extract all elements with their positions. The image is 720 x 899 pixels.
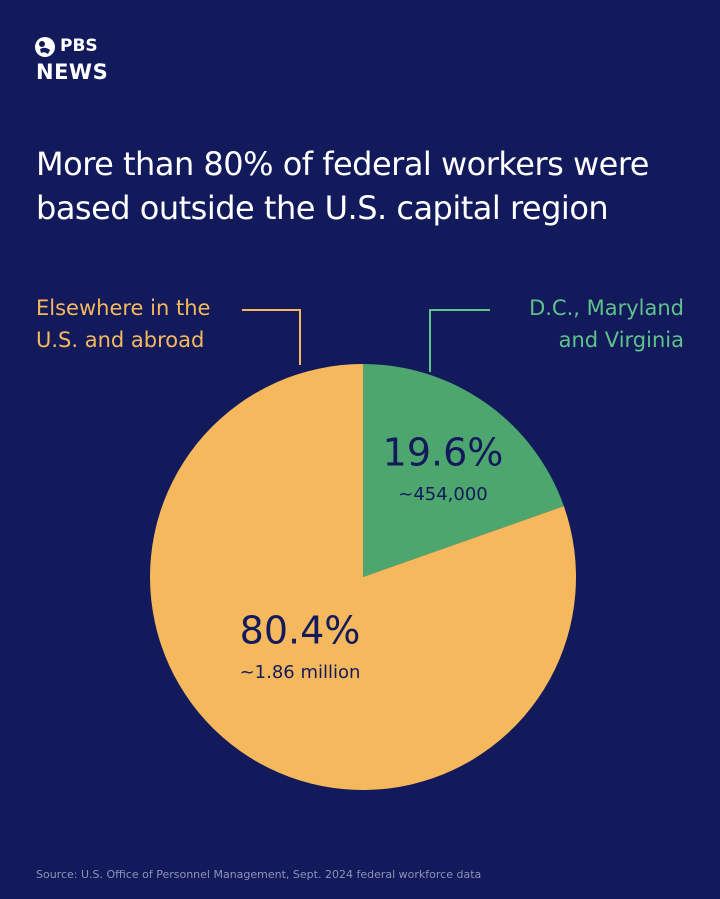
leader-line (242, 309, 301, 365)
logo-section: NEWS (36, 60, 109, 84)
logo-icon (35, 37, 55, 57)
chart: 19.6% ~454,000 80.4% ~1.86 million (150, 309, 576, 790)
value-label: 19.6% (383, 431, 504, 475)
count-label: ~1.86 million (240, 662, 361, 683)
category-label: Elsewhere in the U.S. and abroad (36, 296, 211, 352)
pie-slice (150, 364, 576, 790)
source-note: Source: U.S. Office of Personnel Managem… (36, 868, 482, 881)
category-label: D.C., Maryland and Virginia (529, 296, 684, 352)
logo-brand: PBS (60, 36, 98, 56)
leader-line (429, 309, 490, 372)
count-label: ~454,000 (398, 484, 488, 505)
chart-title: More than 80% of federal workers were ba… (36, 145, 649, 227)
pie-slice (363, 364, 564, 577)
value-label: 80.4% (240, 609, 361, 653)
